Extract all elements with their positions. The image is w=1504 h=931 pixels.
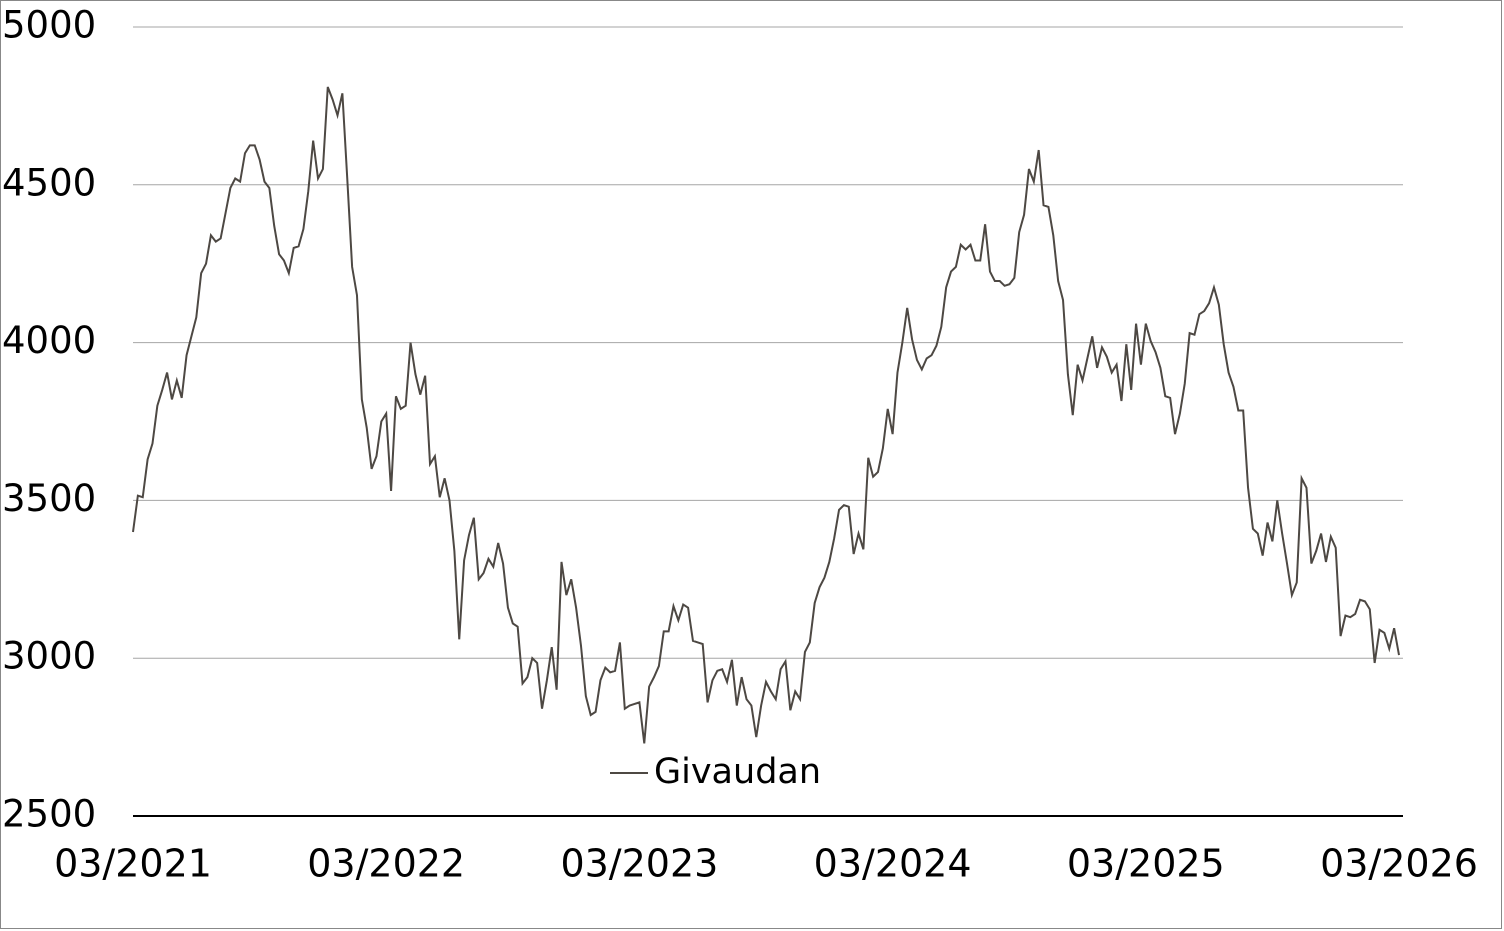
legend-label: Givaudan [654,752,821,792]
y-tick-label: 2500 [2,793,96,836]
x-tick-label: 03/2021 [54,842,212,886]
y-tick-label: 4000 [2,319,96,362]
x-tick-label: 03/2022 [307,842,465,886]
line-series [132,86,1400,744]
y-tick-label: 4500 [2,161,96,204]
y-tick-label: 3000 [2,635,96,678]
x-tick-label: 03/2026 [1320,842,1478,886]
y-tick-label: 3500 [2,477,96,520]
x-tick-label: 03/2024 [814,842,972,886]
x-tick-label: 03/2023 [560,842,718,886]
x-tick-label: 03/2025 [1067,842,1225,886]
y-tick-label: 5000 [2,4,96,47]
